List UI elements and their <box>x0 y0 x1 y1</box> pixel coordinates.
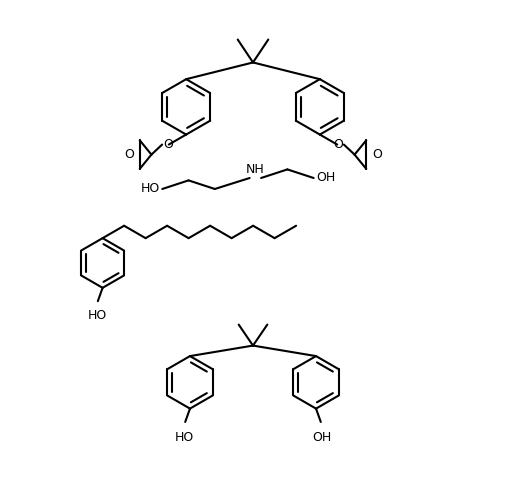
Text: O: O <box>124 148 134 161</box>
Text: HO: HO <box>174 430 193 443</box>
Text: O: O <box>333 138 342 151</box>
Text: OH: OH <box>312 430 331 443</box>
Text: O: O <box>163 138 172 151</box>
Text: HO: HO <box>87 309 106 322</box>
Text: O: O <box>371 148 381 161</box>
Text: HO: HO <box>140 183 160 196</box>
Text: NH: NH <box>245 163 264 176</box>
Text: OH: OH <box>316 171 335 185</box>
